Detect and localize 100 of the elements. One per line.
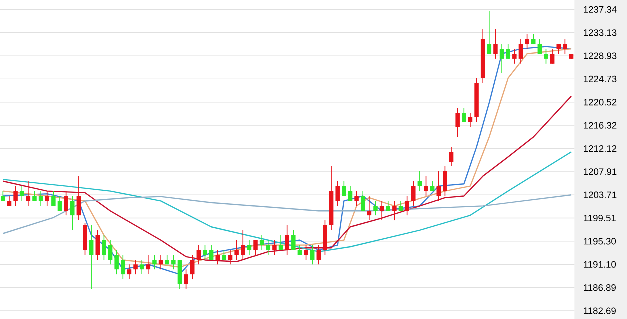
candlestick xyxy=(348,186,353,202)
candlestick xyxy=(158,254,164,270)
candlestick xyxy=(367,196,372,221)
candlestick xyxy=(386,200,391,212)
candlestick xyxy=(83,222,88,256)
candlestick xyxy=(494,28,498,60)
candlestick xyxy=(336,180,340,207)
y-tick-label: 1203.71 xyxy=(584,192,617,198)
line-series xyxy=(2,194,572,234)
candlestick xyxy=(424,176,428,197)
candlestick xyxy=(449,146,454,167)
y-tick-label: 1195.30 xyxy=(584,238,616,245)
candlestick xyxy=(550,48,555,64)
y-tick-label: 1220.52 xyxy=(584,99,617,106)
y-tick-label: 1191.10 xyxy=(584,261,616,268)
candlestick xyxy=(304,244,308,261)
candlestick xyxy=(487,11,492,54)
candlestick xyxy=(140,260,144,275)
candlestick xyxy=(89,225,94,290)
candlestick xyxy=(468,112,473,128)
candlestick xyxy=(418,171,422,192)
candlestick xyxy=(430,180,435,192)
candlestick xyxy=(278,235,284,251)
candlestick xyxy=(70,196,75,231)
candlestick xyxy=(525,34,530,50)
candlestick xyxy=(316,244,322,266)
candlestick xyxy=(152,254,157,270)
candlestick xyxy=(209,244,214,261)
candlestick xyxy=(456,108,460,138)
candlestick xyxy=(96,230,100,261)
candlestick xyxy=(405,196,410,216)
candlestick xyxy=(266,240,271,256)
candlestick xyxy=(203,244,208,261)
candlestick xyxy=(360,190,366,212)
candlestick xyxy=(234,240,239,261)
candlestick xyxy=(102,235,106,261)
candlestick xyxy=(480,28,486,84)
y-tick-label: 1207.91 xyxy=(584,168,617,176)
candlestick xyxy=(538,38,542,54)
candlestick xyxy=(146,254,151,275)
candlestick xyxy=(172,254,176,270)
candlestick xyxy=(354,190,359,207)
candlestick xyxy=(329,166,334,231)
candlestick xyxy=(310,244,315,266)
candlestick xyxy=(58,196,62,212)
candlestick xyxy=(190,254,195,280)
candlestick xyxy=(64,190,68,216)
candlestick xyxy=(518,38,524,64)
candlestick xyxy=(342,180,346,197)
y-tick-label: 1224.73 xyxy=(584,76,617,82)
candlestick xyxy=(196,244,202,266)
candlestick xyxy=(14,186,18,207)
y-tick-label: 1199.51 xyxy=(584,214,616,222)
line-series xyxy=(2,96,572,262)
candlestick xyxy=(298,244,302,256)
y-tick-label: 1233.13 xyxy=(584,30,617,36)
candlestick xyxy=(374,200,378,216)
candlestick xyxy=(121,254,126,280)
candlestick xyxy=(436,171,442,202)
candlestick xyxy=(127,264,132,280)
candlestick xyxy=(20,186,24,202)
line-series xyxy=(2,152,572,253)
candlestick xyxy=(1,190,6,202)
candlestick xyxy=(323,220,328,256)
y-tick-label: 1186.89 xyxy=(584,284,616,292)
candlestick xyxy=(292,230,296,251)
candlestick xyxy=(45,190,50,207)
candlestick xyxy=(506,44,510,60)
candlestick xyxy=(512,48,517,64)
candlestick xyxy=(216,250,220,266)
candlestick xyxy=(108,240,113,266)
candlestick xyxy=(392,200,397,221)
candlestick xyxy=(272,240,277,256)
y-tick-label: 1216.32 xyxy=(584,122,617,129)
candlestick xyxy=(462,108,466,123)
candlestick xyxy=(531,34,536,44)
candlestick xyxy=(412,180,416,207)
candlestick xyxy=(260,235,264,251)
y-tick-label: 1212.12 xyxy=(584,145,617,152)
candlestick xyxy=(184,269,188,290)
candlestick xyxy=(398,200,404,212)
candlestick xyxy=(247,240,252,256)
candlestick xyxy=(7,196,12,207)
candlestick xyxy=(76,176,82,221)
candlestick xyxy=(500,44,504,74)
candlestick xyxy=(240,230,246,261)
candlestick xyxy=(165,254,170,266)
candlestick xyxy=(134,260,138,275)
y-tick-label: 1182.69 xyxy=(584,308,616,314)
candlestick xyxy=(52,190,56,207)
y-tick-label: 1228.93 xyxy=(584,52,617,60)
candlestick xyxy=(254,240,258,256)
candlestick xyxy=(114,250,119,275)
candlestick xyxy=(380,200,384,221)
candlestick xyxy=(222,250,226,261)
candlestick xyxy=(556,44,562,54)
y-tick-label: 1237.34 xyxy=(584,6,617,13)
candlestick xyxy=(285,225,290,256)
candlestick xyxy=(178,260,182,290)
candlestick xyxy=(32,190,37,202)
